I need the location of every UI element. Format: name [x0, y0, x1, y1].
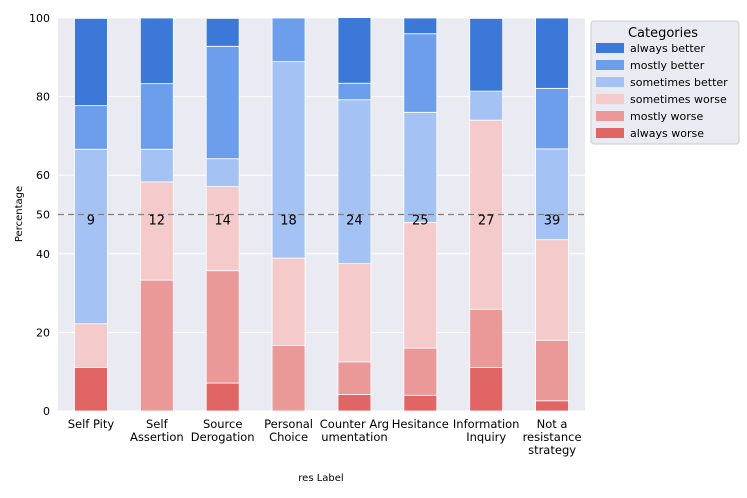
bar-segment: [271, 17, 306, 63]
legend-swatch: [596, 43, 624, 53]
x-tick-label: Self Assertion: [130, 417, 184, 444]
bar-segment: [535, 17, 569, 89]
bar-segment: [74, 323, 108, 368]
bar-segment: [469, 90, 504, 121]
y-tick-label: 60: [36, 169, 50, 182]
bar-segment: [337, 99, 372, 265]
bars-group: [74, 17, 569, 412]
bar-count-label: 18: [280, 214, 297, 229]
bar-count-label: 14: [214, 214, 231, 229]
bar-segment: [337, 394, 372, 412]
bar-segment: [205, 17, 240, 47]
x-tick-label: Not a resistance strategy: [523, 417, 582, 457]
legend: Categories always better mostly better som…: [590, 20, 740, 145]
legend-label: always better: [630, 42, 705, 55]
bar-segment: [205, 45, 240, 160]
bar-segment: [535, 239, 569, 341]
legend-label: mostly worse: [630, 110, 704, 123]
x-axis-label: res Label: [298, 473, 343, 484]
bar-segment: [139, 181, 174, 281]
bar-count-label: 24: [346, 214, 363, 229]
y-tick-label: 40: [36, 248, 50, 261]
bar-count-label: 27: [478, 214, 495, 229]
bar-segment: [469, 17, 504, 92]
legend-label: mostly better: [630, 59, 705, 72]
bar-segment: [535, 400, 569, 412]
bar-segment: [205, 270, 240, 384]
bar-segment: [139, 17, 174, 85]
bar-segment: [337, 263, 372, 363]
bar-segment: [74, 105, 108, 150]
bar-segment: [205, 186, 240, 272]
bar-segment: [535, 148, 569, 241]
bar-segment: [139, 83, 174, 150]
bar-segment: [74, 148, 108, 325]
x-tick-label: Information Inquiry: [453, 417, 520, 444]
legend-label: sometimes better: [630, 76, 728, 89]
y-tick-label: 80: [36, 91, 50, 104]
bar-segment: [403, 111, 438, 223]
legend-swatch: [596, 94, 624, 104]
bar-count-labels: 9 12 14 18 24 25 27 39: [87, 214, 561, 229]
legend-swatch: [596, 77, 624, 87]
bar-segment: [535, 87, 569, 150]
legend-label: always worse: [630, 127, 704, 140]
bar-segment: [337, 17, 372, 84]
legend-frame: [590, 20, 740, 145]
bar-segment: [271, 61, 306, 259]
bar-segment: [403, 33, 438, 113]
bar-count-label: 9: [87, 214, 95, 229]
bar-segment: [403, 394, 438, 412]
y-tick-labels: 0 20 40 50 60 80 100: [29, 12, 50, 418]
y-tick-label: 20: [36, 326, 50, 339]
bar-segment: [337, 82, 372, 101]
bar-segment: [74, 17, 108, 107]
bar-segment: [139, 279, 174, 412]
legend-swatch: [596, 60, 624, 70]
legend-title: Categories: [628, 26, 698, 41]
legend-swatch: [596, 111, 624, 121]
y-axis-label: Percentage: [14, 186, 25, 242]
bar-segment: [271, 344, 306, 412]
bar-segment: [403, 17, 438, 35]
bar-segment: [469, 119, 504, 310]
x-tick-label: Counter Arg umentation: [320, 417, 389, 444]
x-tick-labels: Self Pity Self Assertion Source Derogation Pe…: [68, 417, 582, 457]
bar-count-label: 12: [149, 214, 166, 229]
bar-segment: [205, 158, 240, 187]
legend-items: always better mostly better sometimes bett…: [596, 42, 728, 140]
legend-label: sometimes worse: [630, 93, 727, 106]
bar-count-label: 39: [544, 214, 561, 229]
bar-count-label: 25: [412, 214, 429, 229]
bar-segment: [74, 366, 108, 412]
x-tick-label: Self Pity: [68, 417, 115, 431]
bar-segment: [271, 257, 306, 346]
bar-segment: [469, 308, 504, 368]
legend-swatch: [596, 128, 624, 138]
x-tick-label: Personal Choice: [264, 417, 313, 444]
bar-segment: [403, 221, 438, 349]
bar-segment: [403, 347, 438, 396]
bar-segment: [535, 339, 569, 402]
x-tick-label: Hesitance: [392, 417, 449, 431]
bar-segment: [205, 382, 240, 412]
bar-segment: [337, 361, 372, 395]
bar-segment: [469, 366, 504, 412]
x-tick-label: Source Derogation: [191, 417, 255, 444]
y-tick-label: 50: [36, 209, 50, 222]
bar-segment: [139, 148, 174, 183]
y-tick-label: 0: [43, 405, 50, 418]
y-tick-label: 100: [29, 12, 50, 25]
